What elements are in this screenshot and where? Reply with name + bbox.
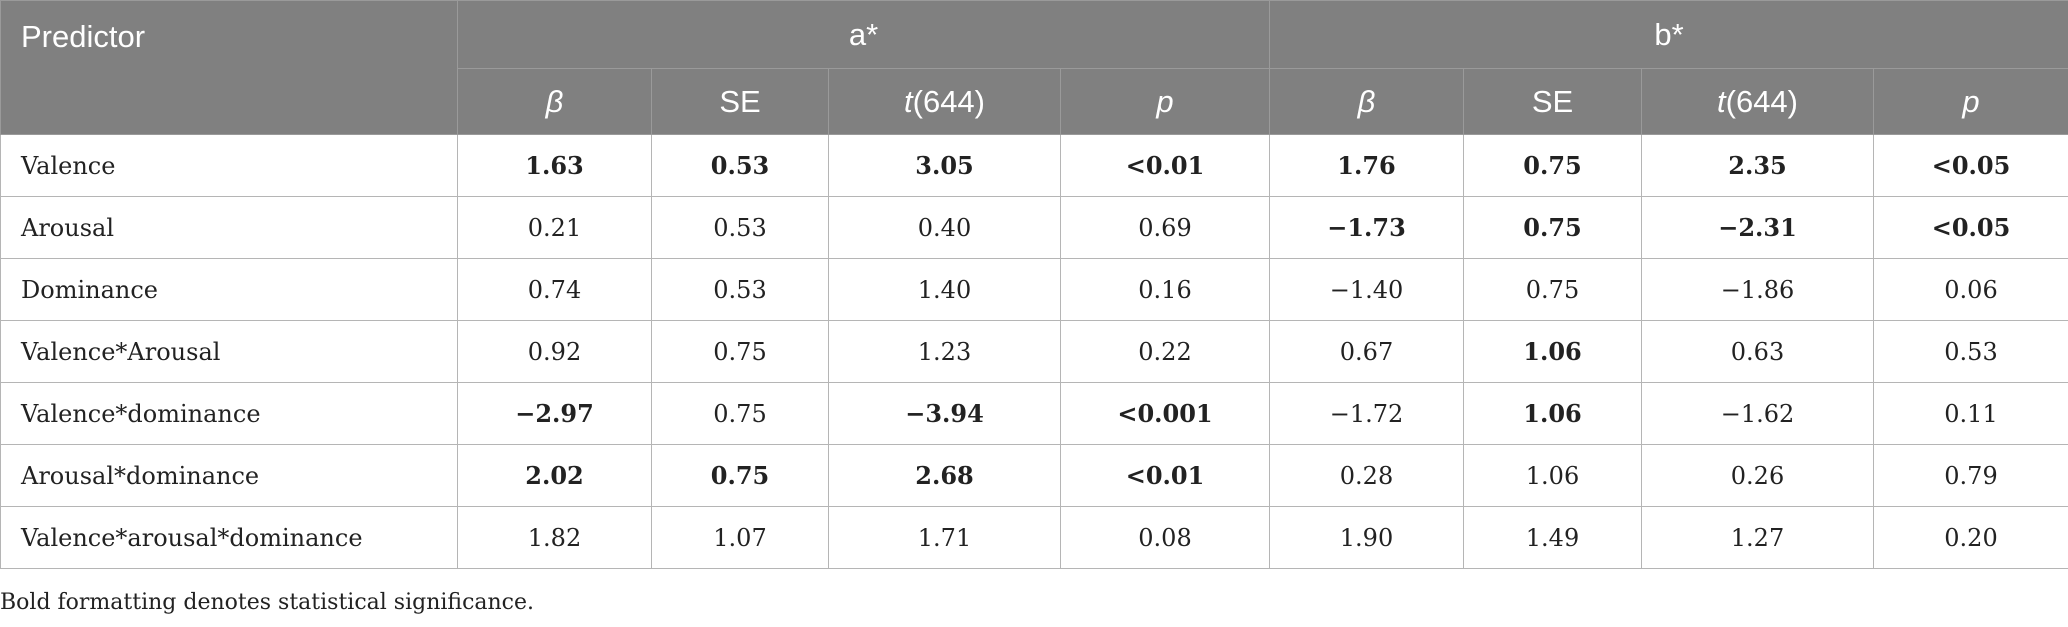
table-cell: 0.53	[651, 196, 829, 259]
table-cell: 1.82	[457, 506, 652, 569]
table-body: Valence 1.63 0.53 3.05 <0.01 1.76 0.75 2.35 <0.0…	[0, 134, 2068, 569]
table-cell: −1.86	[1641, 258, 1874, 321]
table-header: Predictor a* b* β SE t(644) p β SE t(644) p	[0, 0, 2068, 135]
table-cell: 0.63	[1641, 320, 1874, 383]
row-label: Valence*arousal*dominance	[0, 506, 458, 569]
subheader-ital: p	[1962, 83, 1980, 119]
table-cell: <0.001	[1060, 382, 1270, 445]
subheader-b-p: p	[1873, 68, 2068, 135]
table-row: Valence 1.63 0.53 3.05 <0.01 1.76 0.75 2.35 <0.0…	[0, 134, 2068, 197]
table-cell: −1.40	[1269, 258, 1464, 321]
table-cell: −2.97	[457, 382, 652, 445]
table-cell: 0.75	[651, 382, 829, 445]
table-cell: 1.49	[1463, 506, 1642, 569]
table-cell: 0.22	[1060, 320, 1270, 383]
table-cell: 0.79	[1873, 444, 2068, 507]
subheader-b-t: t(644)	[1641, 68, 1874, 135]
table-cell: 0.75	[651, 320, 829, 383]
table-row: Valence*Arousal 0.92 0.75 1.23 0.22 0.67 1.06 0…	[0, 320, 2068, 383]
subheader-post: (644)	[912, 83, 985, 119]
table-cell: <0.05	[1873, 134, 2068, 197]
table-cell: 1.07	[651, 506, 829, 569]
table-cell: 0.20	[1873, 506, 2068, 569]
table-row: Dominance 0.74 0.53 1.40 0.16 −1.40 0.75 −1.86 0…	[0, 258, 2068, 321]
table-cell: 3.05	[828, 134, 1061, 197]
table-cell: <0.05	[1873, 196, 2068, 259]
table-cell: 2.68	[828, 444, 1061, 507]
row-label: Arousal	[0, 196, 458, 259]
table-row: Arousal*dominance 2.02 0.75 2.68 <0.01 0.28 1.…	[0, 444, 2068, 507]
row-label: Arousal*dominance	[0, 444, 458, 507]
table-cell: 2.02	[457, 444, 652, 507]
table-cell: 0.26	[1641, 444, 1874, 507]
table-cell: 0.69	[1060, 196, 1270, 259]
table-cell: 0.06	[1873, 258, 2068, 321]
table-cell: 0.75	[1463, 134, 1642, 197]
subheader-ital: p	[1156, 83, 1174, 119]
table-cell: −2.31	[1641, 196, 1874, 259]
subheader-ital: β	[1357, 83, 1376, 119]
subheader-b-beta: β	[1269, 68, 1464, 135]
subheader-row: β SE t(644) p β SE t(644) p	[1, 68, 2068, 135]
table-row: Valence*dominance −2.97 0.75 −3.94 <0.001 −1.…	[0, 382, 2068, 445]
table-cell: 1.23	[828, 320, 1061, 383]
table-cell: 1.27	[1641, 506, 1874, 569]
subheader-pre: SE	[719, 83, 761, 119]
row-label: Valence*Arousal	[0, 320, 458, 383]
table-cell: 0.28	[1269, 444, 1464, 507]
subheader-ital: t	[1717, 83, 1726, 119]
table-row: Valence*arousal*dominance 1.82 1.07 1.71 0.0…	[0, 506, 2068, 569]
table-footnote: Bold formatting denotes statistical sign…	[0, 590, 535, 615]
table-cell: −1.62	[1641, 382, 1874, 445]
table-cell: 0.53	[651, 134, 829, 197]
subheader-ital: t	[904, 83, 913, 119]
table-cell: 1.76	[1269, 134, 1464, 197]
predictor-header: Predictor	[0, 0, 458, 135]
table-cell: −3.94	[828, 382, 1061, 445]
table-cell: −1.72	[1269, 382, 1464, 445]
subheader-a-t: t(644)	[828, 68, 1061, 135]
table-cell: 0.08	[1060, 506, 1270, 569]
table-cell: 1.06	[1463, 382, 1642, 445]
table-cell: 1.40	[828, 258, 1061, 321]
table-cell: 0.11	[1873, 382, 2068, 445]
table-cell: 1.06	[1463, 444, 1642, 507]
table-cell: 0.75	[1463, 258, 1642, 321]
table-cell: 0.16	[1060, 258, 1270, 321]
group-header-b: b*	[1269, 0, 2068, 69]
table-cell: 0.53	[651, 258, 829, 321]
subheader-a-se: SE	[651, 68, 829, 135]
row-label: Valence*dominance	[0, 382, 458, 445]
subheader-pre: SE	[1531, 83, 1574, 119]
subheader-b-se: SE	[1463, 68, 1642, 135]
table-cell: −1.73	[1269, 196, 1464, 259]
group-header-a: a*	[457, 0, 1270, 69]
table-cell: 0.75	[651, 444, 829, 507]
regression-table: Predictor a* b* β SE t(644) p β SE t(644) p Val…	[0, 0, 2068, 569]
table-cell: 1.06	[1463, 320, 1642, 383]
table-cell: 0.92	[457, 320, 652, 383]
table-cell: 0.53	[1873, 320, 2068, 383]
table-cell: 2.35	[1641, 134, 1874, 197]
table-cell: <0.01	[1060, 444, 1270, 507]
subheader-ital: β	[545, 83, 564, 119]
table-cell: 1.63	[457, 134, 652, 197]
table-row: Arousal 0.21 0.53 0.40 0.69 −1.73 0.75 −2.31 <0.…	[0, 196, 2068, 259]
subheader-post: (644)	[1725, 83, 1798, 119]
row-label: Dominance	[0, 258, 458, 321]
table-cell: 1.90	[1269, 506, 1464, 569]
table-cell: 0.40	[828, 196, 1061, 259]
subheader-a-p: p	[1060, 68, 1270, 135]
table-cell: 0.21	[457, 196, 652, 259]
table-cell: 0.67	[1269, 320, 1464, 383]
row-label: Valence	[0, 134, 458, 197]
table-cell: 1.71	[828, 506, 1061, 569]
table-cell: 0.75	[1463, 196, 1642, 259]
subheader-a-beta: β	[457, 68, 652, 135]
table-cell: 0.74	[457, 258, 652, 321]
table-cell: <0.01	[1060, 134, 1270, 197]
